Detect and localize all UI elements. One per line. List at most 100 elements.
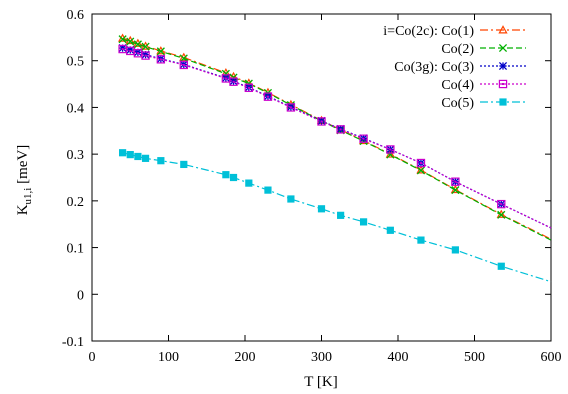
series-4-point-11-dot	[320, 120, 323, 123]
legend-marker-3	[498, 61, 508, 71]
series-5-point-4	[157, 157, 165, 165]
series-2-point-3	[141, 42, 150, 51]
series-4-point-7	[229, 77, 238, 86]
series-2-point-4	[156, 47, 165, 56]
y-tick-label-0: -0.1	[62, 335, 84, 350]
series-5-point-3	[141, 154, 150, 162]
series-4-point-11	[317, 117, 326, 126]
series-2-point-17	[497, 210, 506, 219]
series-2-point-2	[133, 40, 142, 49]
series-4-point-15	[416, 158, 426, 168]
x-tick-label-0: 0	[89, 350, 96, 365]
series-4-point-16-dot	[454, 180, 457, 183]
series-4-point-14-dot	[389, 148, 392, 151]
series-4-point-8-dot	[247, 86, 250, 89]
series-2-line	[122, 38, 552, 241]
series-5-point-8	[245, 179, 253, 187]
series-2-point-17-b	[497, 210, 506, 219]
legend-marker-4-dot	[502, 83, 504, 85]
y-tick-label-5: 0.4	[67, 101, 85, 116]
series-4-point-9	[263, 92, 273, 101]
series-5-point-6	[222, 171, 230, 179]
x-tick-label-2: 200	[235, 350, 256, 365]
series-5-point-7	[229, 173, 238, 182]
series-2-point-3-b	[141, 42, 150, 51]
series-5-point-11	[317, 205, 326, 213]
legend-marker-5	[499, 98, 507, 106]
series-4	[118, 44, 552, 229]
series-5-point-2	[134, 152, 142, 161]
series-5-point-16	[451, 246, 459, 254]
axis-tick-labels: 0 100 200 300 400 500 600 -0.1 0 0.1 0.2 0.3 0.4 0.5 0…	[62, 8, 562, 365]
series-5-point-12	[337, 211, 345, 219]
series-4-point-13-dot	[362, 137, 365, 140]
series-4-point-3-dot	[144, 54, 147, 57]
axis-ticks	[91, 13, 552, 342]
x-tick-label-4: 400	[388, 350, 409, 365]
series-4-point-16	[451, 177, 460, 186]
series-4-point-2-dot	[136, 52, 139, 55]
y-axis-title-sub: u1,i	[22, 188, 34, 205]
series-2-point-2-b	[133, 40, 142, 49]
legend-marker-2	[498, 43, 508, 53]
series-4-point-13	[359, 134, 368, 143]
y-tick-label-2: 0.1	[67, 242, 85, 257]
x-tick-label-3: 300	[311, 350, 332, 365]
series-5-line	[122, 152, 552, 283]
series-4-point-0-dot	[121, 48, 124, 51]
series-5-point-17	[497, 262, 505, 270]
series-2-point-1	[126, 37, 135, 46]
series-2-point-16	[451, 186, 460, 195]
series-2-point-0-b	[118, 35, 127, 44]
series-2-point-15	[416, 166, 426, 175]
x-axis-title: T [K]	[304, 374, 337, 390]
series-4-point-5-dot	[182, 63, 185, 66]
x-tick-label-5: 500	[464, 350, 485, 365]
series-2-point-0	[118, 35, 127, 44]
legend-label-2: Co(2)	[441, 42, 474, 57]
x-tick-label-6: 600	[541, 350, 562, 365]
series-4-point-4-dot	[159, 58, 162, 61]
series-5-point-14	[386, 226, 394, 234]
legend-label-5: Co(5)	[441, 96, 474, 111]
series-4-point-4	[156, 55, 166, 64]
series-layer	[117, 33, 552, 283]
series-4-point-14	[386, 145, 395, 154]
y-tick-label-6: 0.5	[67, 55, 85, 70]
y-tick-label-4: 0.3	[67, 148, 85, 163]
series-4-point-5	[179, 60, 188, 70]
series-5-point-9	[264, 186, 272, 194]
series-2-point-16-b	[451, 186, 460, 195]
series-2-point-4-b	[156, 47, 165, 56]
legend-marker-2-b	[498, 43, 508, 53]
legend-label-3: Co(3g): Co(3)	[394, 60, 474, 75]
series-4-point-3	[141, 51, 150, 60]
series-5-point-0	[119, 149, 127, 157]
series-5-point-1	[126, 151, 134, 159]
series-3	[118, 44, 552, 229]
y-tick-label-1: 0	[77, 288, 84, 303]
series-4-point-9-dot	[266, 95, 269, 98]
legend: i=Co(2c): Co(1) Co(2) Co(3g): Co(3) Co(4) Co…	[383, 24, 526, 111]
series-4-point-15-dot	[419, 162, 422, 165]
series-4-point-17	[497, 199, 506, 209]
legend-marker-1	[498, 25, 508, 34]
y-tick-label-3: 0.2	[67, 195, 85, 210]
series-2-point-15-b	[416, 166, 426, 175]
series-3-line	[122, 47, 552, 229]
series-5-point-13	[359, 218, 368, 226]
series-4-point-1-dot	[129, 49, 132, 52]
y-tick-label-7: 0.6	[67, 8, 85, 23]
legend-label-1: i=Co(2c): Co(1)	[383, 24, 474, 39]
series-4-point-7-dot	[232, 80, 235, 83]
series-4-point-8	[244, 83, 254, 93]
series-5-point-15	[417, 236, 425, 244]
legend-marker-4	[498, 79, 508, 89]
y-axis-title-unit: [meV]	[15, 145, 31, 188]
series-4-point-6-dot	[224, 77, 227, 80]
series-5-point-5	[180, 160, 188, 169]
y-axis-title-main: K	[15, 204, 31, 215]
legend-label-4: Co(4)	[441, 78, 474, 93]
y-axis-title: Ku1,i [meV]	[15, 145, 34, 216]
